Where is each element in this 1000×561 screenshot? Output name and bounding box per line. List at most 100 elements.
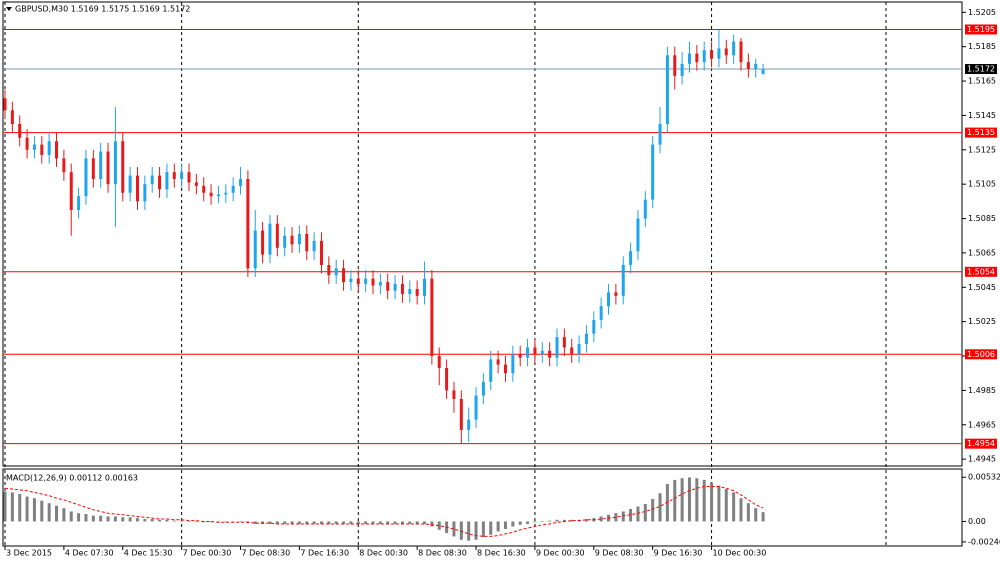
candle-body [555,337,559,358]
macd-bar [290,521,294,524]
macd-bar [275,521,279,524]
candle-body [290,235,294,245]
level-tag [965,349,997,360]
macd-bar [562,519,566,522]
macd-bar [717,485,721,522]
signal-line [4,486,764,537]
macd-bar [283,521,287,524]
macd-bar [408,521,412,524]
candle-body [577,343,581,355]
macd-bar [135,518,139,522]
candle-body [283,235,287,248]
candle-body [503,364,507,374]
macd-bar [570,519,574,522]
macd-bar [40,500,44,522]
macd-bar [3,491,7,522]
macd-bar [474,521,478,540]
candle-body [673,55,677,76]
macd-bar [77,513,81,522]
macd-bar [400,521,404,524]
macd-bar [239,521,243,522]
candle-body [680,63,684,76]
candle-body [194,182,198,186]
candle-body [172,172,176,180]
macd-bar [47,503,51,522]
macd-bar [224,521,228,523]
candle-body [614,292,618,296]
candle-body [643,199,647,219]
candle-body [724,48,728,56]
macd-bar [158,519,162,522]
candle-body [69,172,73,210]
candle-body [364,278,368,284]
candle-body [459,398,463,430]
candle-body [739,41,743,63]
candle-body [3,98,7,111]
macd-bar [91,515,95,522]
candle-body [665,55,669,125]
price-panel [2,1,963,467]
macd-bar [673,479,677,522]
level-tag [965,24,997,35]
candle-body [511,354,515,374]
candle-body [128,175,132,193]
macd-bar [636,506,640,522]
macd-bar [621,511,625,522]
candle-body [62,158,66,173]
macd-bar [121,517,125,522]
macd-bar [710,482,714,522]
candle-body [246,179,250,269]
current-price-tag [965,64,997,75]
candle-body [717,48,721,59]
macd-bar [467,521,471,541]
x-tick-label: 8 Dec 16:30 [477,549,526,558]
candle-body [489,359,493,382]
macd-bar [349,521,353,524]
x-tick-label: 10 Dec 00:30 [713,549,767,558]
macd-bar [356,521,360,524]
x-tick-label: 4 Dec 15:30 [124,549,173,558]
macd-bar [106,516,110,522]
macd-bar [319,521,323,524]
menu-arrow[interactable] [6,7,12,11]
macd-bar [511,521,515,527]
candle-body [526,347,530,358]
y-tick-label: 1.5105 [968,180,996,189]
y-tick-label: 1.4945 [968,455,996,464]
macd-bar [209,521,213,523]
macd-bar [128,517,132,522]
macd-bar [732,492,736,522]
candle-body [386,282,390,291]
candle-body [548,350,552,358]
candle-body [312,240,316,252]
macd-bar [481,521,485,538]
candle-body [239,179,243,186]
macd-bar [172,520,176,522]
macd-bar [761,512,765,522]
candle-body [305,234,309,252]
candle-body [187,172,191,183]
y-tick-label: 1.5125 [968,145,996,154]
macd-bar [253,521,257,524]
y-tick-label: 1.5145 [968,111,996,120]
y-tick-label: 1.5065 [968,248,996,257]
candle-body [327,264,331,276]
candle-body [77,196,81,210]
macd-bar [584,518,588,522]
candle-body [202,185,206,193]
macd-bar [18,494,22,522]
macd-bar [393,521,397,524]
candle-body [91,158,95,180]
y-tick-label: 1.5185 [968,42,996,51]
candle-body [84,158,88,197]
candle-body [297,234,301,245]
level-label: 1.4954 [967,439,995,448]
level-tag [965,127,997,138]
candle-body [25,137,29,150]
candle-body [106,151,110,185]
candle-body [231,185,235,193]
candle-body [10,110,14,125]
macd-bar [327,521,331,524]
candle-body [135,175,139,202]
candle-body [467,419,471,430]
